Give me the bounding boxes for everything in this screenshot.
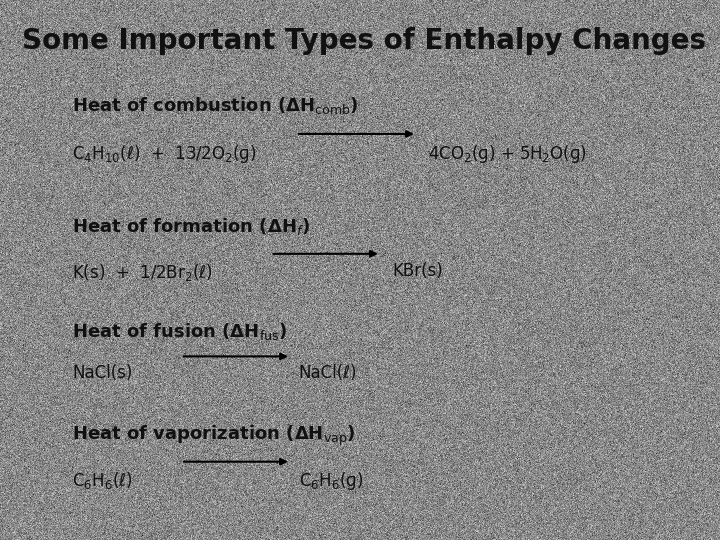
Text: K(ѕ)  +  1/2Br$_2$(ℓ): K(ѕ) + 1/2Br$_2$(ℓ)	[72, 262, 212, 283]
Text: KBr(ѕ): KBr(ѕ)	[392, 262, 443, 280]
Text: Heat of formation (ΔH$_f$): Heat of formation (ΔH$_f$)	[72, 216, 310, 237]
Text: NaCl(ℓ): NaCl(ℓ)	[299, 364, 357, 382]
Text: NaCl(ѕ): NaCl(ѕ)	[72, 364, 132, 382]
Text: C$_4$H$_{10}$(ℓ)  +  13/2O$_2$(ɡ): C$_4$H$_{10}$(ℓ) + 13/2O$_2$(ɡ)	[72, 143, 256, 165]
Text: 4CO$_2$(ɡ) + 5H$_2$O(ɡ): 4CO$_2$(ɡ) + 5H$_2$O(ɡ)	[428, 143, 588, 165]
Text: C$_6$H$_6$(ℓ): C$_6$H$_6$(ℓ)	[72, 470, 132, 491]
Text: Some Important Types of Enthalpy Changes: Some Important Types of Enthalpy Changes	[22, 27, 706, 55]
Text: C$_6$H$_6$(ɡ): C$_6$H$_6$(ɡ)	[299, 470, 363, 492]
Text: Heat of vaporization (ΔH$_\mathrm{vap}$): Heat of vaporization (ΔH$_\mathrm{vap}$)	[72, 424, 356, 448]
Text: Heat of combustion (ΔH$_\mathrm{comb}$): Heat of combustion (ΔH$_\mathrm{comb}$)	[72, 94, 359, 116]
Text: Heat of fusion (ΔH$_\mathrm{fus}$): Heat of fusion (ΔH$_\mathrm{fus}$)	[72, 321, 287, 342]
